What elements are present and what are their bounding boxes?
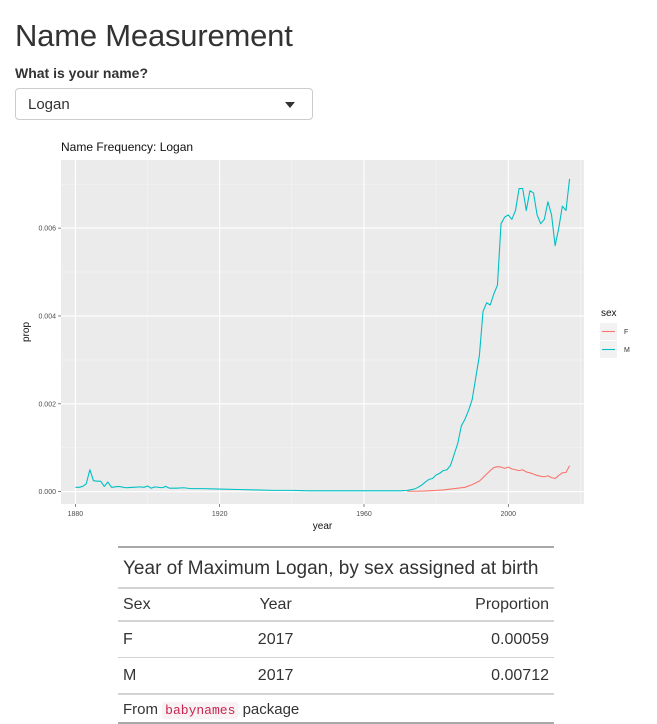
footnote-suffix: package [242, 700, 300, 718]
cell-year: 2017 [216, 657, 336, 695]
chart-title: Name Frequency: Logan [61, 140, 193, 154]
name-select-value: Logan [28, 96, 70, 113]
legend-label-m: M [624, 347, 630, 354]
column-header-proportion: Proportion [335, 588, 554, 622]
legend-label-f: F [624, 329, 628, 336]
y-tick-label: 0.006 [38, 226, 56, 233]
cell-proportion: 0.00712 [335, 657, 554, 695]
table-title: Year of Maximum Logan, by sex assigned a… [118, 547, 554, 589]
y-tick-label: 0.004 [38, 313, 56, 320]
x-axis-label: year [313, 521, 333, 532]
page-title: Name Measurement [15, 18, 293, 53]
column-header-sex: Sex [118, 588, 217, 622]
y-tick-label: 0.000 [38, 489, 56, 496]
table-row: M 2017 0.00712 [118, 657, 554, 695]
x-tick-label: 1880 [68, 511, 84, 518]
table-row: F 2017 0.00059 [118, 621, 554, 658]
footnote-package-code: babynames [162, 701, 239, 719]
cell-sex: M [118, 657, 217, 695]
y-tick-label: 0.002 [38, 401, 56, 408]
name-select[interactable]: Logan [15, 88, 313, 120]
cell-proportion: 0.00059 [335, 621, 554, 658]
name-frequency-chart: 1880 1920 1960 2000 0.000 0.002 0.004 0.006 Name… [21, 140, 630, 532]
footnote-prefix: From [123, 700, 158, 718]
x-tick-label: 1960 [356, 511, 372, 518]
x-tick-label: 2000 [500, 511, 516, 518]
cell-sex: F [118, 621, 217, 658]
table-footnote: From babynames package [118, 694, 554, 723]
cell-year: 2017 [216, 621, 336, 658]
y-axis-label: prop [21, 322, 32, 342]
series-line-m [75, 178, 571, 492]
series-line-f [407, 465, 571, 492]
name-select-label: What is your name? [15, 65, 149, 81]
column-header-year: Year [216, 588, 336, 622]
chevron-down-icon [285, 102, 295, 108]
x-tick-label: 1920 [212, 511, 228, 518]
plot-panel [61, 160, 584, 504]
legend-title: sex [601, 308, 617, 319]
max-year-table: Year of Maximum Logan, by sex assigned a… [118, 546, 554, 724]
